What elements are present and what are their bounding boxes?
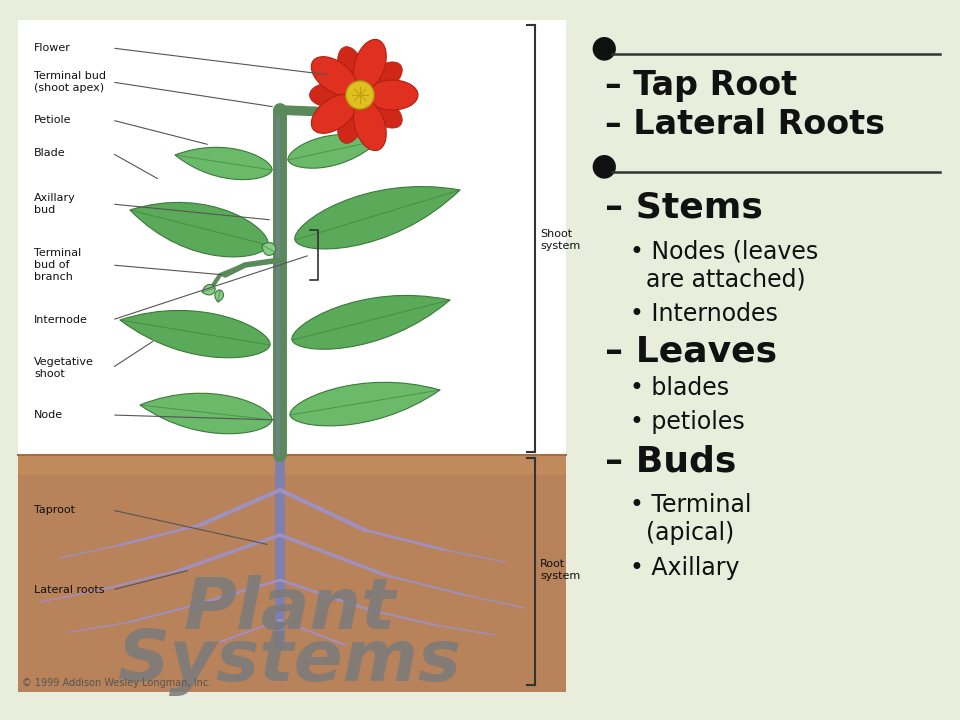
PathPatch shape	[175, 148, 272, 179]
Text: (apical): (apical)	[646, 521, 734, 545]
Text: ●: ●	[590, 34, 616, 63]
Text: Terminal bud
(shoot apex): Terminal bud (shoot apex)	[34, 71, 106, 93]
Text: Internode: Internode	[34, 315, 88, 325]
Text: • blades: • blades	[630, 376, 730, 400]
Text: – Buds: – Buds	[605, 445, 736, 479]
Text: Axillary
bud: Axillary bud	[34, 193, 76, 215]
Text: Node: Node	[34, 410, 63, 420]
Text: • petioles: • petioles	[630, 410, 745, 434]
PathPatch shape	[140, 393, 272, 433]
Ellipse shape	[366, 80, 418, 110]
PathPatch shape	[215, 290, 224, 302]
Text: Shoot
system: Shoot system	[540, 229, 580, 251]
Text: Flower: Flower	[34, 43, 71, 53]
Text: • Nodes (leaves: • Nodes (leaves	[630, 240, 818, 264]
Ellipse shape	[363, 62, 402, 95]
Text: Taproot: Taproot	[34, 505, 75, 515]
Text: Terminal
bud of
branch: Terminal bud of branch	[34, 248, 82, 282]
Text: • Internodes: • Internodes	[630, 302, 778, 326]
Ellipse shape	[338, 47, 365, 90]
Ellipse shape	[309, 83, 354, 107]
Text: – Stems: – Stems	[605, 191, 763, 225]
Text: – Tap Root: – Tap Root	[605, 70, 797, 102]
Text: Systems: Systems	[118, 628, 462, 696]
Text: • Axillary: • Axillary	[630, 556, 739, 580]
Ellipse shape	[311, 57, 357, 96]
Ellipse shape	[338, 100, 365, 143]
Text: © 1999 Addison Wesley Longman, Inc.: © 1999 Addison Wesley Longman, Inc.	[22, 678, 211, 688]
PathPatch shape	[295, 186, 460, 249]
FancyBboxPatch shape	[18, 455, 566, 475]
PathPatch shape	[130, 202, 268, 257]
Text: ●: ●	[590, 151, 616, 181]
PathPatch shape	[292, 295, 450, 349]
Circle shape	[346, 81, 374, 109]
Text: – Leaves: – Leaves	[605, 335, 778, 369]
Text: – Lateral Roots: – Lateral Roots	[605, 107, 885, 140]
Text: • Terminal: • Terminal	[630, 493, 752, 517]
FancyBboxPatch shape	[18, 20, 566, 692]
Text: Root
system: Root system	[540, 559, 580, 581]
PathPatch shape	[120, 310, 270, 358]
PathPatch shape	[288, 135, 380, 168]
Ellipse shape	[363, 95, 402, 128]
FancyBboxPatch shape	[18, 455, 566, 692]
PathPatch shape	[290, 382, 440, 426]
Ellipse shape	[353, 40, 386, 90]
Text: Vegetative
shoot: Vegetative shoot	[34, 357, 94, 379]
PathPatch shape	[262, 243, 276, 256]
Text: Blade: Blade	[34, 148, 65, 158]
Ellipse shape	[311, 94, 357, 133]
Ellipse shape	[353, 100, 386, 150]
Text: are attached): are attached)	[646, 268, 805, 292]
PathPatch shape	[202, 284, 215, 295]
Text: Lateral roots: Lateral roots	[34, 585, 105, 595]
Text: Plant: Plant	[183, 575, 396, 644]
Text: Petiole: Petiole	[34, 115, 71, 125]
